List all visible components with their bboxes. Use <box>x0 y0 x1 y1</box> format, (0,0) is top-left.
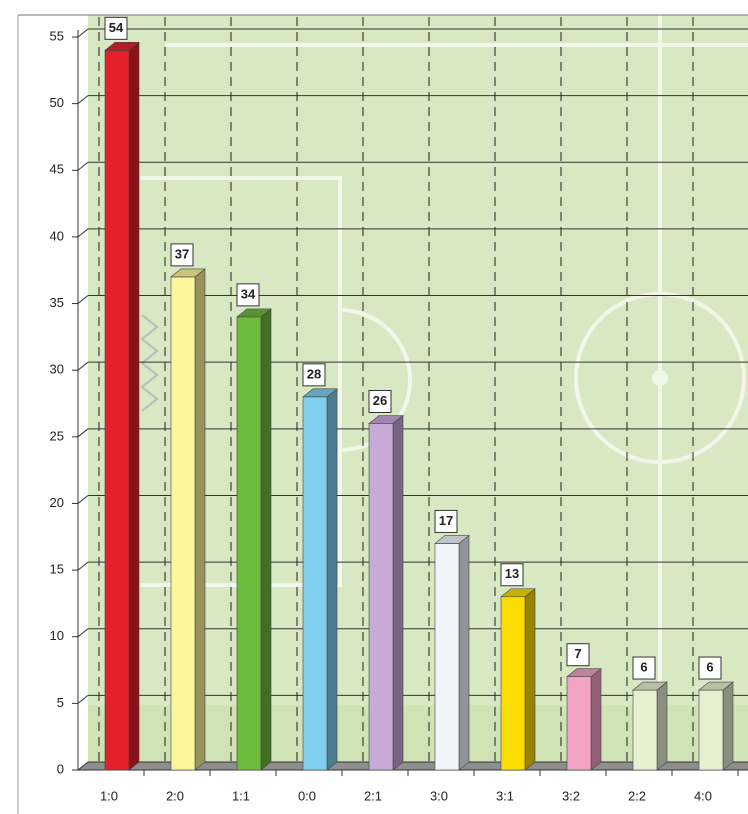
y-tick-label: 5 <box>57 695 64 710</box>
bar <box>567 677 591 770</box>
y-tick-label: 45 <box>50 162 64 177</box>
bar-side <box>327 389 337 770</box>
y-tick-label: 55 <box>50 28 64 43</box>
bar-side <box>195 269 205 770</box>
x-tick-label: 2:0 <box>166 788 184 803</box>
bar-side <box>525 589 535 770</box>
bar <box>303 397 327 770</box>
value-label: 54 <box>109 20 124 35</box>
chart: 0 5 10 15 20 25 30 35 40 45 50 55 1:0 54 2:0 37 1:1 34 0:0… <box>0 0 748 814</box>
bar <box>171 277 195 770</box>
x-tick-label: 3:2 <box>562 788 580 803</box>
x-tick-label: 4:0 <box>694 788 712 803</box>
x-tick-label: 2:2 <box>628 788 646 803</box>
y-tick-label: 10 <box>50 628 64 643</box>
x-tick-label: 3:1 <box>496 788 514 803</box>
bar <box>237 317 261 770</box>
value-label: 17 <box>439 513 453 528</box>
bar-side <box>459 535 469 770</box>
y-tick-label: 15 <box>50 562 64 577</box>
page: {"chart_data": {"type": "bar", "categori… <box>0 0 748 814</box>
bar-side <box>723 682 733 770</box>
value-label: 6 <box>640 659 647 674</box>
y-tick-label: 20 <box>50 495 64 510</box>
y-tick-label: 25 <box>50 428 64 443</box>
x-tick-label: 1:0 <box>100 788 118 803</box>
x-tick-label: 2:1 <box>364 788 382 803</box>
x-tick-label: 3:0 <box>430 788 448 803</box>
value-label: 7 <box>574 646 581 661</box>
value-label: 28 <box>307 366 321 381</box>
value-label: 26 <box>373 393 387 408</box>
value-label: 37 <box>175 246 189 261</box>
y-tick-label: 0 <box>57 761 64 776</box>
bar <box>633 690 657 770</box>
bar <box>369 423 393 770</box>
y-tick-label: 35 <box>50 295 64 310</box>
bar-side <box>393 415 403 770</box>
value-label: 34 <box>241 286 256 301</box>
bar <box>699 690 723 770</box>
x-tick-label: 1:1 <box>232 788 250 803</box>
bar <box>501 597 525 770</box>
bar-side <box>129 42 139 770</box>
y-tick-label: 40 <box>50 228 64 243</box>
bar-side <box>261 309 271 770</box>
y-tick-label: 30 <box>50 362 64 377</box>
bar-side <box>591 669 601 770</box>
bar <box>105 50 129 770</box>
value-label: 13 <box>505 566 519 581</box>
bar <box>435 543 459 770</box>
bar-side <box>657 682 667 770</box>
value-label: 6 <box>706 659 713 674</box>
x-tick-label: 0:0 <box>298 788 316 803</box>
y-tick-label: 50 <box>50 95 64 110</box>
